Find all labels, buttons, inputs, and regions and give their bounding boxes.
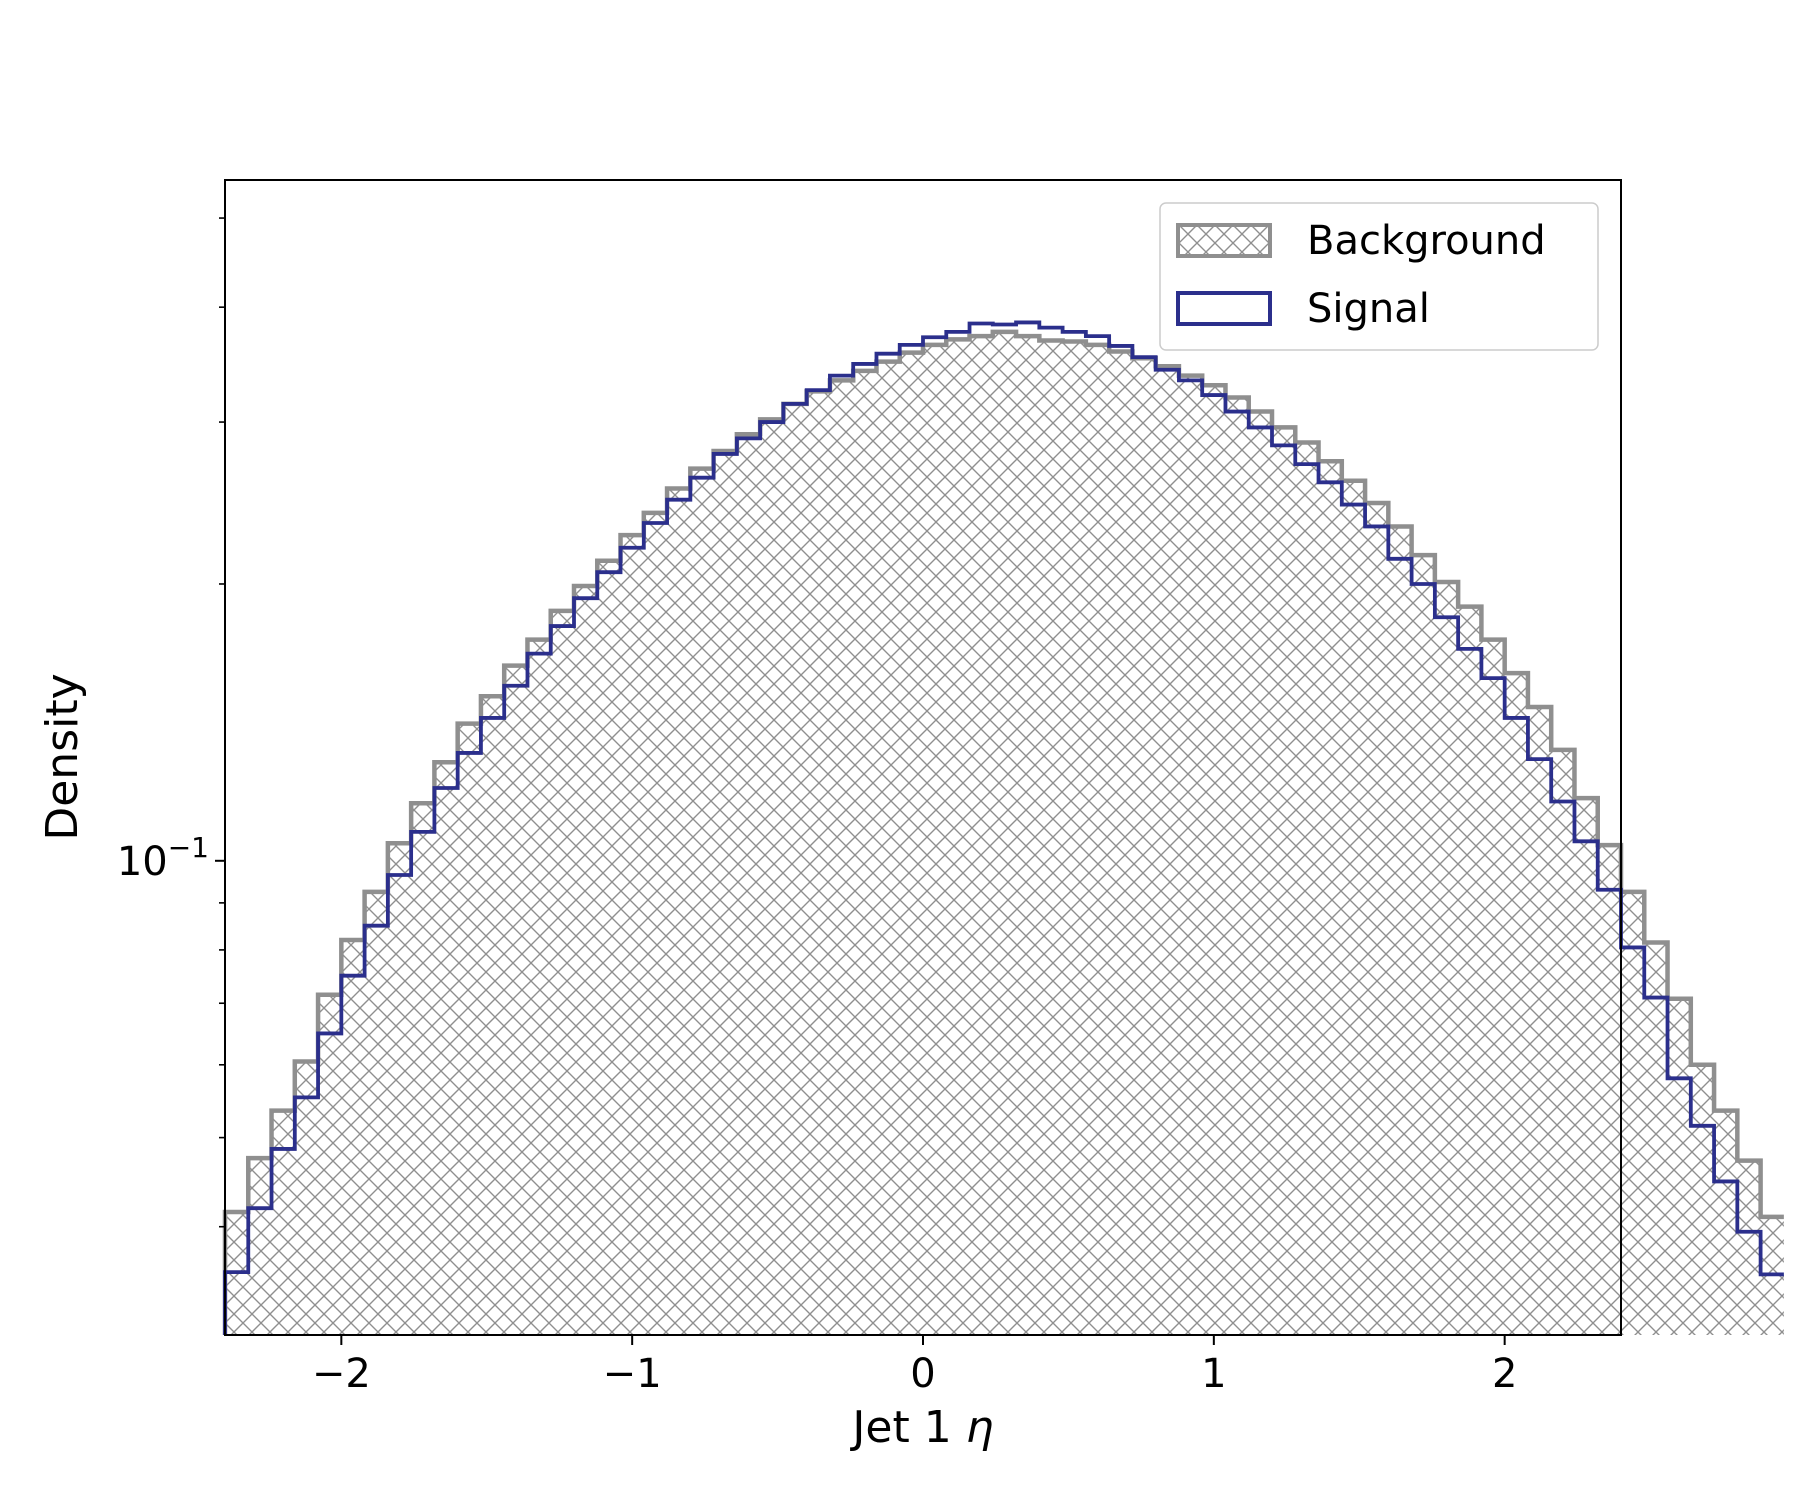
signal-step-line — [223, 320, 1784, 1335]
y-axis-label: Density — [37, 673, 88, 840]
y-axis-ticks: 10−1 — [117, 217, 225, 1228]
x-tick-label: −2 — [312, 1351, 371, 1397]
legend-swatch-background — [1176, 223, 1272, 258]
x-axis-label: Jet 1 η — [849, 1402, 993, 1453]
x-axis-ticks: −2 −1 0 1 2 — [312, 1335, 1517, 1397]
legend-swatch-signal — [1176, 291, 1272, 326]
x-axis-label-text: Jet 1 — [849, 1402, 951, 1453]
legend-label-signal: Signal — [1307, 286, 1430, 332]
histogram-layer — [222, 320, 1784, 1335]
y-tick-label: 10−1 — [117, 831, 209, 885]
x-tick-label: 1 — [1201, 1351, 1226, 1397]
legend-label-background: Background — [1307, 218, 1546, 264]
background-hatch-fill — [225, 331, 1784, 1335]
x-tick-label: −1 — [603, 1351, 662, 1397]
legend: Background Signal — [1159, 202, 1599, 351]
x-tick-label: 2 — [1492, 1351, 1517, 1397]
x-tick-label: 0 — [910, 1351, 935, 1397]
x-axis-label-symbol: η — [966, 1402, 994, 1453]
background-step-line — [222, 329, 1784, 1335]
